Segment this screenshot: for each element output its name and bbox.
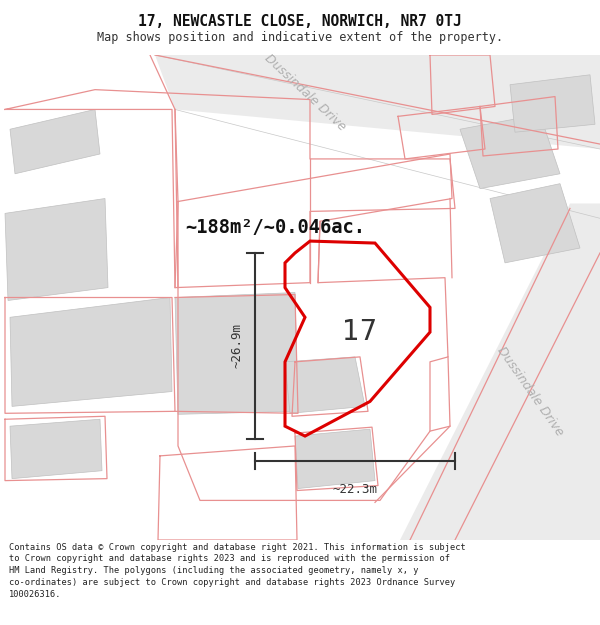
Polygon shape <box>5 199 108 301</box>
Text: 17, NEWCASTLE CLOSE, NORWICH, NR7 0TJ: 17, NEWCASTLE CLOSE, NORWICH, NR7 0TJ <box>138 14 462 29</box>
Text: Contains OS data © Crown copyright and database right 2021. This information is : Contains OS data © Crown copyright and d… <box>9 542 466 599</box>
Polygon shape <box>400 204 600 540</box>
Text: 17: 17 <box>343 318 377 346</box>
Polygon shape <box>10 419 102 479</box>
Text: ~22.3m: ~22.3m <box>332 482 377 496</box>
Text: Dussindale Drive: Dussindale Drive <box>262 52 348 134</box>
Text: ~26.9m: ~26.9m <box>230 324 244 369</box>
Polygon shape <box>295 429 375 489</box>
Polygon shape <box>510 75 595 132</box>
Text: ~188m²/~0.046ac.: ~188m²/~0.046ac. <box>185 218 365 238</box>
Polygon shape <box>10 109 100 174</box>
Polygon shape <box>155 55 600 149</box>
Polygon shape <box>490 184 580 263</box>
Polygon shape <box>10 298 172 406</box>
Text: Map shows position and indicative extent of the property.: Map shows position and indicative extent… <box>97 31 503 44</box>
Polygon shape <box>285 357 365 413</box>
Polygon shape <box>460 114 560 189</box>
Text: Dussindale Drive: Dussindale Drive <box>494 344 566 439</box>
Polygon shape <box>175 292 298 414</box>
